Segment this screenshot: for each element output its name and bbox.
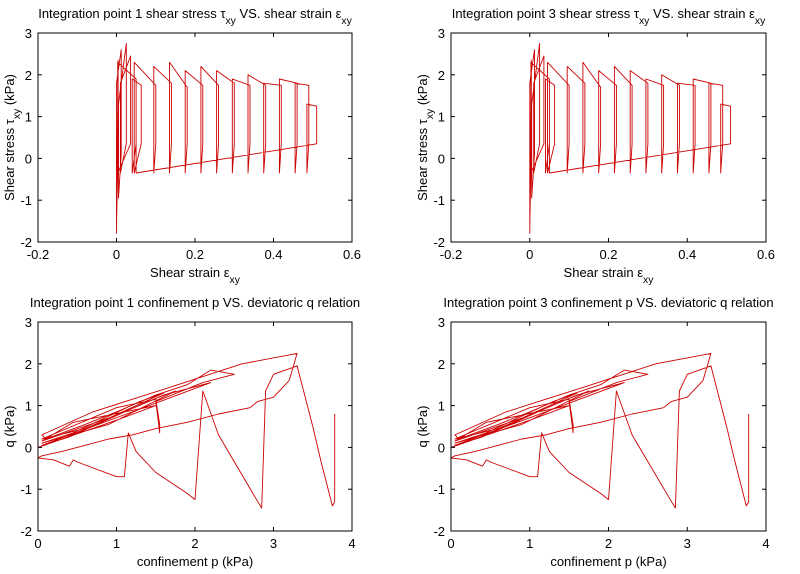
y-tick-label: -1: [20, 193, 32, 208]
y-axis-label: Shear stress τxy (kPa): [415, 74, 436, 201]
series-line-1: [116, 43, 318, 234]
y-axis-label-part: Shear stress: [415, 124, 430, 201]
x-tick-label: 2: [605, 536, 612, 551]
chart-panel-4: Integration point 3 confinement p VS. de…: [415, 295, 774, 569]
y-axis-label-part: Shear stress: [2, 124, 17, 201]
x-tick-label: 0.6: [757, 247, 775, 262]
x-axis-label-part: xy: [230, 275, 241, 286]
x-tick-label: -0.2: [27, 247, 49, 262]
x-tick-label: 0.4: [264, 247, 282, 262]
y-tick-label: -2: [433, 524, 445, 539]
chart-title-part: xy: [341, 16, 352, 27]
chart-title: Integration point 1 confinement p VS. de…: [30, 295, 360, 310]
x-tick-label: 0: [34, 536, 41, 551]
y-tick-label: 3: [25, 26, 32, 41]
y-tick-label: 3: [438, 26, 445, 41]
x-tick-label: -0.2: [440, 247, 462, 262]
x-tick-label: 0.2: [599, 247, 617, 262]
chart-title: Integration point 3 confinement p VS. de…: [443, 295, 773, 310]
y-tick-label: 0: [438, 151, 445, 166]
chart-title-part: VS. shear strain: [649, 6, 749, 21]
x-tick-label: 0: [447, 536, 454, 551]
x-axis-label-part: ε: [224, 265, 230, 280]
y-tick-label: 3: [438, 315, 445, 330]
y-tick-label: 1: [438, 110, 445, 125]
y-tick-label: 1: [438, 399, 445, 414]
y-axis-label: Shear stress τxy (kPa): [2, 74, 23, 201]
y-axis-label-part: q (kPa): [2, 406, 17, 448]
x-axis-label: confinement p (kPa): [550, 554, 666, 569]
series-line-1: [529, 43, 732, 234]
x-axis-label: Shear strain εxy: [150, 265, 241, 286]
x-tick-label: 0: [526, 247, 533, 262]
x-tick-label: 2: [191, 536, 198, 551]
y-axis-label-part: xy: [425, 108, 436, 119]
chart-title-part: τ: [634, 6, 640, 21]
y-tick-label: 2: [25, 357, 32, 372]
chart-title-part: Integration point 1 shear stress: [38, 6, 220, 21]
y-axis-label-part: q (kPa): [415, 406, 430, 448]
y-tick-label: -2: [20, 524, 32, 539]
chart-panel-3: Integration point 1 confinement p VS. de…: [2, 295, 360, 569]
x-axis-label: Shear strain εxy: [564, 265, 655, 286]
y-axis-label: q (kPa): [2, 406, 17, 448]
x-tick-label: 4: [348, 536, 355, 551]
x-tick-label: 0: [113, 247, 120, 262]
x-tick-label: 0.4: [678, 247, 696, 262]
chart-title-part: xy: [755, 16, 766, 27]
y-axis-label-part: xy: [12, 108, 23, 119]
chart-title-part: VS. shear strain: [236, 6, 336, 21]
chart-title-part: xy: [225, 16, 236, 27]
y-tick-label: 0: [25, 440, 32, 455]
chart-title-part: τ: [220, 6, 226, 21]
y-tick-label: 3: [25, 315, 32, 330]
chart-panel-1: Integration point 1 shear stress τxy VS.…: [2, 6, 361, 286]
x-axis-label-part: confinement p (kPa): [550, 554, 666, 569]
x-axis-label-part: confinement p (kPa): [137, 554, 253, 569]
x-tick-label: 0.2: [186, 247, 204, 262]
y-axis-label-part: (kPa): [2, 74, 17, 109]
chart-title: Integration point 3 shear stress τxy VS.…: [452, 6, 766, 27]
y-tick-label: -1: [433, 482, 445, 497]
x-axis-label-part: ε: [637, 265, 643, 280]
chart-title-part: xy: [639, 16, 650, 27]
y-axis-label: q (kPa): [415, 406, 430, 448]
y-tick-label: 2: [25, 68, 32, 83]
y-axis-label-part: (kPa): [415, 74, 430, 109]
chart-title-part: Integration point 1 confinement p VS. de…: [30, 295, 360, 310]
chart-panel-2: Integration point 3 shear stress τxy VS.…: [415, 6, 775, 286]
x-axis-label-part: Shear strain: [150, 265, 224, 280]
y-tick-label: 0: [438, 440, 445, 455]
y-tick-label: 2: [438, 68, 445, 83]
y-tick-label: -1: [433, 193, 445, 208]
x-tick-label: 4: [762, 536, 769, 551]
y-tick-label: 1: [25, 110, 32, 125]
y-tick-label: -2: [433, 235, 445, 250]
y-axis-label-part: τ: [415, 118, 430, 124]
x-tick-label: 1: [526, 536, 533, 551]
y-tick-label: -2: [20, 235, 32, 250]
x-tick-label: 3: [270, 536, 277, 551]
series-line-1: [38, 352, 336, 509]
y-tick-label: 2: [438, 357, 445, 372]
series-line-1: [451, 352, 750, 509]
x-tick-label: 1: [113, 536, 120, 551]
x-tick-label: 3: [684, 536, 691, 551]
x-axis-label-part: xy: [643, 275, 654, 286]
y-tick-label: -1: [20, 482, 32, 497]
y-tick-label: 1: [25, 399, 32, 414]
x-axis-label-part: Shear strain: [564, 265, 638, 280]
x-tick-label: 0.6: [343, 247, 361, 262]
chart-title: Integration point 1 shear stress τxy VS.…: [38, 6, 352, 27]
y-axis-label-part: τ: [2, 118, 17, 124]
chart-title-part: Integration point 3 shear stress: [452, 6, 634, 21]
x-axis-label: confinement p (kPa): [137, 554, 253, 569]
chart-title-part: ε: [749, 6, 755, 21]
chart-title-part: Integration point 3 confinement p VS. de…: [443, 295, 773, 310]
y-tick-label: 0: [25, 151, 32, 166]
chart-title-part: ε: [336, 6, 342, 21]
